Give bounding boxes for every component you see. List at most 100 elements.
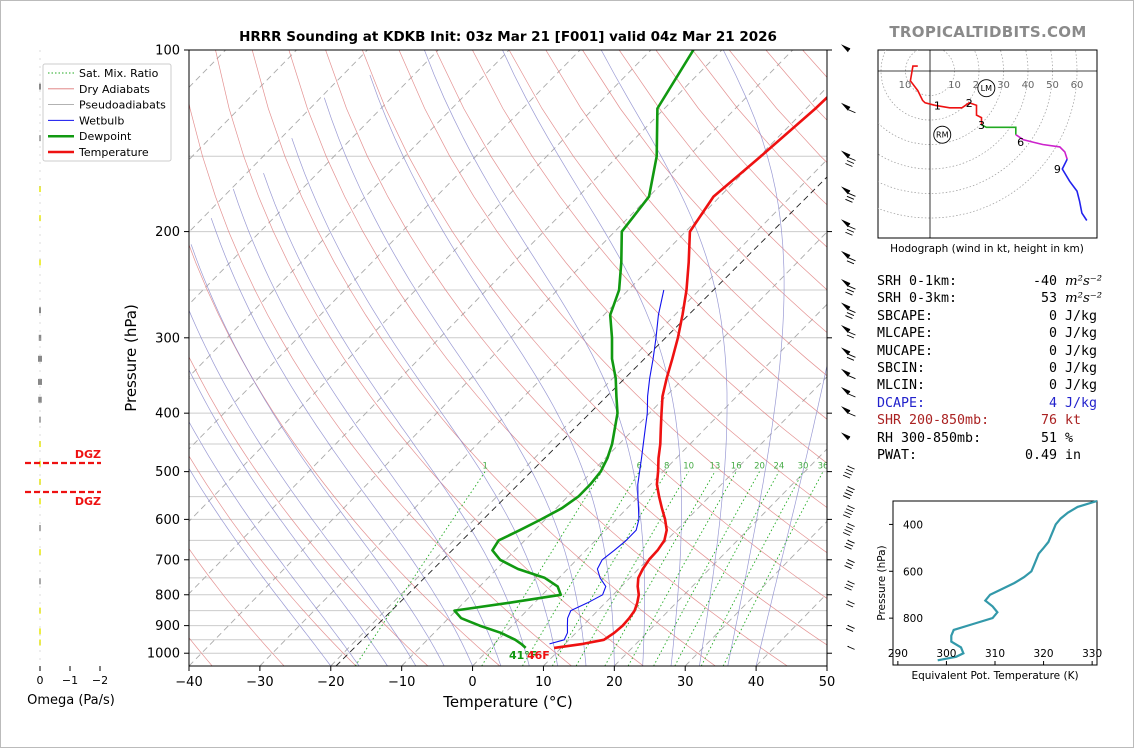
wind-barb — [840, 219, 856, 236]
hodograph-height-label: 1 — [934, 99, 941, 112]
wind-barb — [842, 505, 855, 519]
moist-adiabat — [369, 74, 615, 666]
x-tick-label: 10 — [535, 675, 552, 690]
omega-panel: DGZ DGZ 0 −1 −2 Omega (Pa/s) — [25, 50, 115, 708]
barb-flag — [846, 260, 855, 265]
barb-pennant — [840, 325, 850, 334]
dry-adiabat — [189, 356, 429, 666]
omega-bar — [39, 628, 41, 635]
theta-x-axis-label: Equivalent Pot. Temperature (K) — [911, 670, 1078, 682]
wind-barb — [845, 600, 855, 608]
dry-adiabat — [189, 243, 501, 666]
surface-dewpoint-label: 41°F — [509, 649, 537, 662]
wind-barb — [845, 624, 855, 632]
barb-flag — [847, 523, 855, 527]
stat-label: DCAPE: — [877, 395, 926, 411]
barb-flag — [846, 228, 855, 233]
barb-flag — [848, 225, 856, 230]
barb-flag — [847, 559, 855, 563]
stat-value: 76 — [1040, 413, 1057, 429]
y-tick-label: 600 — [155, 513, 180, 528]
omega-bar — [38, 378, 42, 385]
hodograph-ring-label: 10 — [948, 80, 961, 91]
omega-tick-label: 0 — [37, 674, 44, 687]
barb-flag — [848, 109, 856, 114]
isotherm — [189, 50, 794, 666]
barb-flag — [845, 291, 853, 296]
wind-barb — [844, 559, 855, 569]
barb-flag — [847, 600, 855, 605]
barb-pennant — [840, 387, 850, 396]
barb-flag — [846, 312, 855, 316]
mixing-ratio-line — [653, 471, 760, 666]
omega-axis-label: Omega (Pa/s) — [27, 693, 115, 708]
dry-adiabat — [325, 50, 827, 646]
isotherm — [189, 50, 723, 595]
barb-flag — [848, 192, 856, 197]
hodograph-clip: 1020304050601012369LMRM — [878, 50, 1097, 238]
dgz-label: DGZ — [75, 495, 101, 508]
mixing-ratio-line — [354, 471, 486, 666]
dry-adiabat — [215, 50, 644, 666]
wind-barb — [840, 368, 856, 380]
barb-flag — [844, 545, 852, 550]
theta-x-tick-label: 300 — [936, 648, 956, 660]
legend-label: Wetbulb — [79, 114, 124, 127]
stat-value: -40 — [1032, 274, 1057, 289]
omega-bar — [39, 259, 41, 266]
stat-unit: J/kg — [1065, 361, 1098, 377]
barb-flag — [844, 586, 852, 591]
omega-bar — [38, 355, 42, 362]
isotherm — [472, 303, 827, 666]
moist-adiabat — [722, 50, 785, 666]
theta-y-tick-label: 600 — [903, 566, 923, 578]
barb-flag — [848, 157, 856, 161]
moist-adiabat — [600, 50, 728, 666]
storm-motion-marker: LM — [977, 79, 996, 98]
hodograph-caption: Hodograph (wind in kt, height in km) — [890, 243, 1084, 255]
hodograph-height-label: 9 — [1054, 163, 1061, 176]
barb-flag — [846, 160, 855, 164]
isotherm — [259, 86, 827, 666]
y-tick-label: 900 — [155, 619, 180, 634]
stat-value: 0.49 — [1024, 448, 1057, 464]
omega-bar — [38, 334, 42, 341]
mixing-ratio-label: 10 — [683, 462, 694, 472]
barb-flag — [847, 580, 855, 585]
mixing-ratio-label: 6 — [637, 462, 642, 472]
mixing-ratio-line — [575, 471, 689, 666]
skewt-frame — [188, 49, 828, 667]
dewpoint-line — [453, 50, 695, 649]
wind-barb — [844, 580, 855, 591]
barb-flag — [845, 198, 853, 203]
mixing-ratio-label: 24 — [774, 462, 785, 472]
moist-adiabat — [210, 217, 473, 666]
barb-flag — [848, 285, 856, 290]
dry-adiabat — [435, 50, 827, 509]
mixing-ratio-label: 20 — [754, 462, 765, 472]
barb-flag — [845, 468, 854, 473]
stat-label: SHR 200-850mb: — [877, 413, 990, 429]
storm-motion-circle — [933, 125, 952, 144]
stat-value: 0 — [1048, 378, 1057, 394]
barb-flag — [848, 257, 856, 262]
dry-adiabat — [288, 50, 788, 666]
stat-row: MUCAPE: 0 J/kg — [877, 343, 1127, 360]
wind-barb — [840, 325, 856, 339]
y-axis-label: Pressure (hPa) — [122, 304, 140, 412]
x-tick-label: 0 — [468, 675, 476, 690]
x-tick-label: −20 — [317, 675, 344, 690]
x-tick-label: 30 — [677, 675, 694, 690]
stat-unit: J/kg — [1065, 395, 1098, 411]
chart-title: HRRR Sounding at KDKB Init: 03z Mar 21 [… — [239, 29, 777, 45]
stat-label: SBCAPE: — [877, 308, 934, 324]
wind-barb — [840, 250, 856, 265]
stat-row: DCAPE: 4 J/kg — [877, 395, 1127, 412]
brand-watermark: TROPICALTIDBITS.COM — [889, 23, 1087, 41]
isotherm — [684, 520, 827, 666]
barb-flag — [846, 195, 855, 200]
barb-flag — [845, 489, 854, 494]
stat-unit: J/kg — [1065, 326, 1098, 342]
stat-value: 0 — [1048, 308, 1057, 324]
wind-barbs — [840, 44, 856, 650]
